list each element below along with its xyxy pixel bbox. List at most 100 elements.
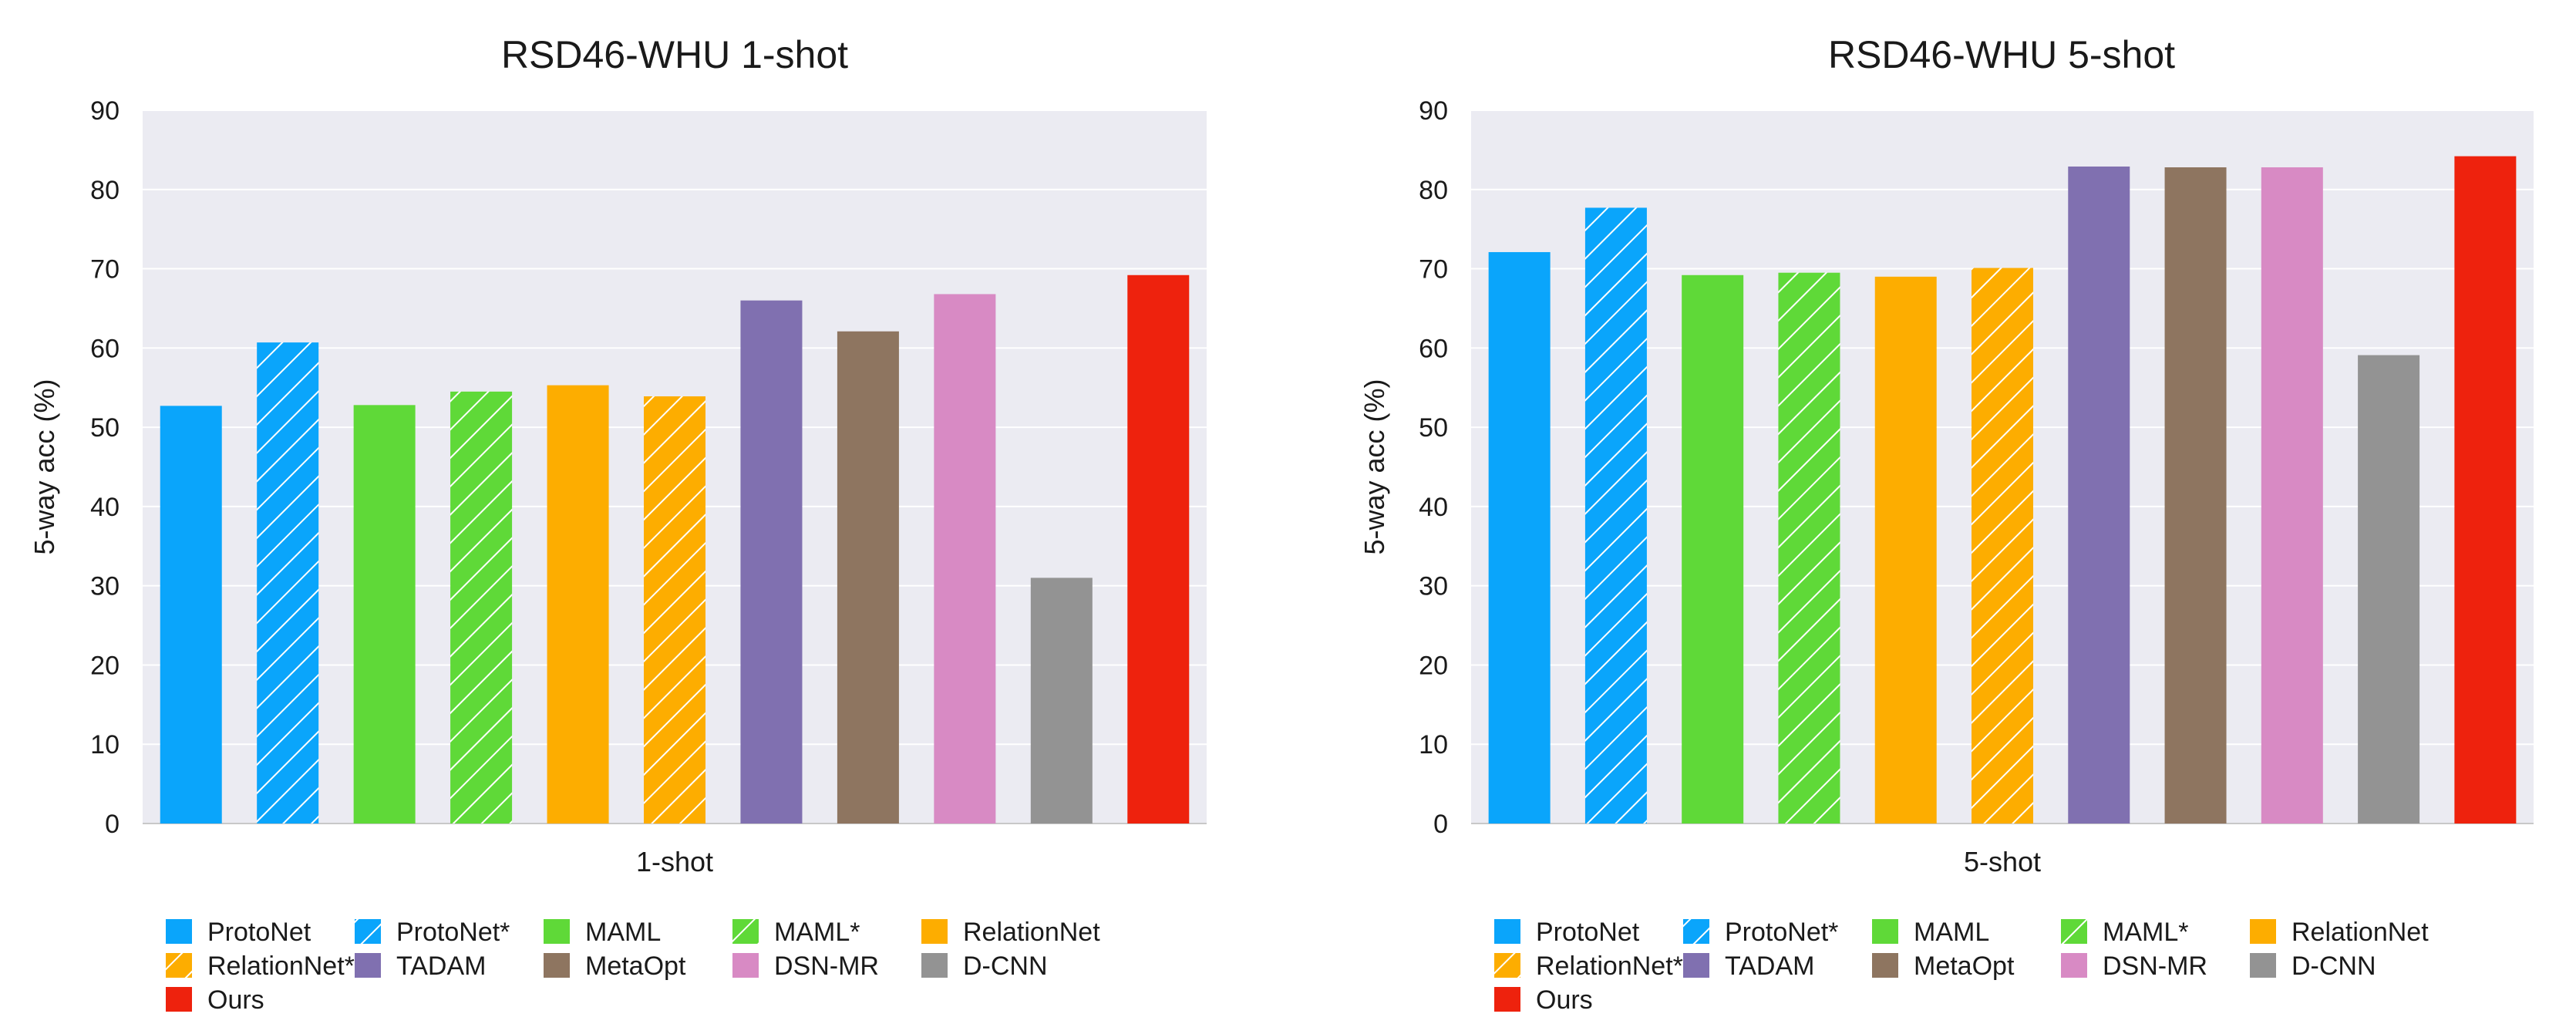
legend-swatch [732,919,759,944]
legend-label: MetaOpt [1914,951,2015,981]
y-tick-label: 70 [90,255,120,285]
bar-relationnet-star [1972,268,2033,823]
y-tick-label: 0 [105,810,120,839]
bar-tadam [740,300,803,824]
legend-item-maml: MAML [544,918,661,947]
y-tick-label: 60 [1419,334,1448,363]
legend-swatch [1494,987,1520,1012]
legend-item-maml: MAML [1872,918,1989,947]
legend-label: TADAM [1725,951,1814,981]
legend-label: ProtoNet [1536,918,1640,947]
bar-protonet-star [1584,207,1647,824]
bar-d-cnn [1030,578,1093,823]
legend-item-protonet: ProtoNet [166,918,311,947]
legend-item-protonet: ProtoNet [1494,918,1640,947]
legend-label: ProtoNet* [396,918,510,947]
x-axis-label: 1-shot [636,846,713,877]
y-axis-label: 5-way acc (%) [29,379,60,554]
chart-panel-2: 0 10 20 30 40 50 60 70 80 90 RSD46-WHU 5-shot 5-sho… [1359,33,2534,1015]
legend-swatch [355,919,381,944]
y-axis-label: 5-way acc (%) [1359,379,1390,554]
y-tick-label: 90 [90,96,120,126]
legend-label: MAML [585,918,661,947]
legend-swatch [166,919,192,944]
bar-protonet [160,406,222,823]
legend-item-maml-star: MAML* [732,918,860,947]
y-tick-label: 60 [90,334,120,363]
bar-protonet [1488,251,1551,823]
bar-relationnet [1874,276,1937,823]
chart-title: RSD46-WHU 5-shot [1828,33,2175,76]
legend-item-tadam: TADAM [355,951,486,981]
legend-item-d-cnn: D-CNN [921,951,1048,981]
y-tick-label: 30 [1419,572,1448,601]
y-tick-label: 70 [1419,255,1448,285]
chart-panel-1: 0 10 20 30 40 50 60 70 80 90 RSD46-WHU 1-shot 1-sho… [29,33,1207,1015]
chart-title: RSD46-WHU 1-shot [501,33,848,76]
legend-label: D-CNN [2291,951,2376,981]
bar-dsn-mr [2261,167,2323,823]
legend-label: RelationNet* [1536,951,1683,981]
bar-metaopt [2164,167,2227,823]
legend-swatch [1683,953,1709,978]
legend-swatch [544,919,570,944]
legend-label: TADAM [396,951,486,981]
legend: ProtoNet ProtoNet* MAML MAML* RelationNet Rel… [166,918,1100,1015]
legend-swatch [1494,953,1520,978]
y-tick-label: 80 [90,176,120,205]
legend-swatch [2061,953,2087,978]
legend-label: ProtoNet* [1725,918,1838,947]
legend-swatch [355,953,381,978]
legend-swatch [2250,919,2276,944]
legend-swatch [166,953,192,978]
legend-item-protonet-star: ProtoNet* [355,918,510,947]
legend-item-protonet-star: ProtoNet* [1683,918,1838,947]
legend-label: RelationNet* [207,951,355,981]
legend-label: D-CNN [963,951,1048,981]
legend-item-tadam: TADAM [1683,951,1814,981]
y-tick-label: 30 [90,572,120,601]
legend-item-ours: Ours [166,985,264,1015]
legend-item-metaopt: MetaOpt [1872,951,2015,981]
bar-maml [353,405,416,823]
legend-label: MAML [1914,918,1989,947]
legend-swatch [1872,919,1898,944]
legend-item-relationnet-star: RelationNet* [166,951,355,981]
bar-maml [1682,274,1744,823]
legend-item-dsn-mr: DSN-MR [732,951,879,981]
bar-dsn-mr [934,294,996,823]
bar-relationnet-star [644,396,705,823]
legend-swatch [1494,919,1520,944]
legend-swatch [1872,953,1898,978]
bar-ours [1127,274,1190,823]
legend-label: RelationNet [963,918,1100,947]
legend-label: Ours [207,985,264,1015]
bar-protonet-star [257,342,319,823]
legend-item-relationnet-star: RelationNet* [1494,951,1683,981]
y-tick-label: 20 [90,651,120,680]
legend-label: RelationNet [2291,918,2429,947]
x-axis-label: 5-shot [1964,846,2041,877]
y-tick-label: 10 [1419,730,1448,760]
y-tick-label: 10 [90,730,120,760]
y-tick-label: 0 [1433,810,1448,839]
legend-item-maml-star: MAML* [2061,918,2188,947]
bar-maml-star [1778,272,1840,823]
legend-label: ProtoNet [207,918,311,947]
legend-swatch [544,953,570,978]
bar-relationnet [547,385,609,823]
y-tick-label: 20 [1419,651,1448,680]
bar-ours [2454,156,2517,824]
y-tick-label: 40 [90,493,120,522]
legend-swatch [921,953,948,978]
legend-swatch [921,919,948,944]
legend-label: MAML* [774,918,860,947]
legend-label: DSN-MR [774,951,879,981]
y-tick-label: 50 [1419,413,1448,443]
legend: ProtoNet ProtoNet* MAML MAML* RelationNet Rel… [1494,918,2429,1015]
legend-swatch [732,953,759,978]
legend-swatch [166,987,192,1012]
legend-swatch [2061,919,2087,944]
